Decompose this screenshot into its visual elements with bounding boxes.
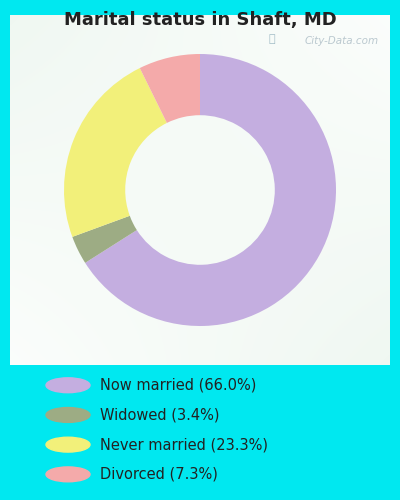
Circle shape xyxy=(46,437,90,452)
Circle shape xyxy=(46,467,90,482)
Wedge shape xyxy=(85,54,336,326)
Text: Widowed (3.4%): Widowed (3.4%) xyxy=(100,408,220,422)
Text: Now married (66.0%): Now married (66.0%) xyxy=(100,378,256,393)
Text: Never married (23.3%): Never married (23.3%) xyxy=(100,437,268,452)
Circle shape xyxy=(46,408,90,422)
Text: Divorced (7.3%): Divorced (7.3%) xyxy=(100,467,218,482)
Wedge shape xyxy=(64,68,167,237)
Text: City-Data.com: City-Data.com xyxy=(304,36,378,46)
Text: ⓘ: ⓘ xyxy=(268,34,275,44)
Wedge shape xyxy=(72,216,137,263)
Wedge shape xyxy=(140,54,200,123)
Circle shape xyxy=(46,378,90,392)
Text: Marital status in Shaft, MD: Marital status in Shaft, MD xyxy=(64,11,336,29)
